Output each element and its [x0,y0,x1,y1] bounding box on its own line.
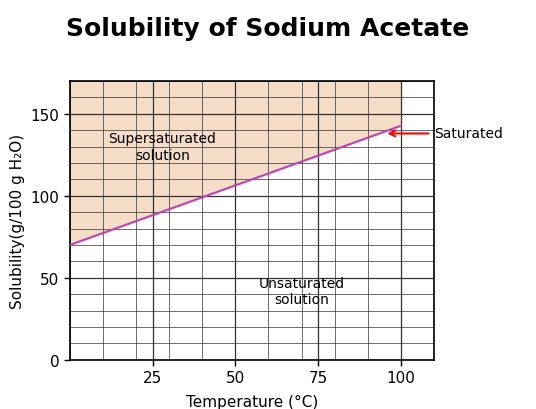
Y-axis label: Solubility(g/100 g H₂O): Solubility(g/100 g H₂O) [10,133,25,308]
Text: Saturated: Saturated [390,127,503,141]
Text: Supersaturated
solution: Supersaturated solution [108,132,217,162]
Text: Solubility of Sodium Acetate: Solubility of Sodium Acetate [66,17,470,40]
X-axis label: Temperature (°C): Temperature (°C) [186,393,318,409]
Text: Unsaturated
solution: Unsaturated solution [258,276,345,306]
